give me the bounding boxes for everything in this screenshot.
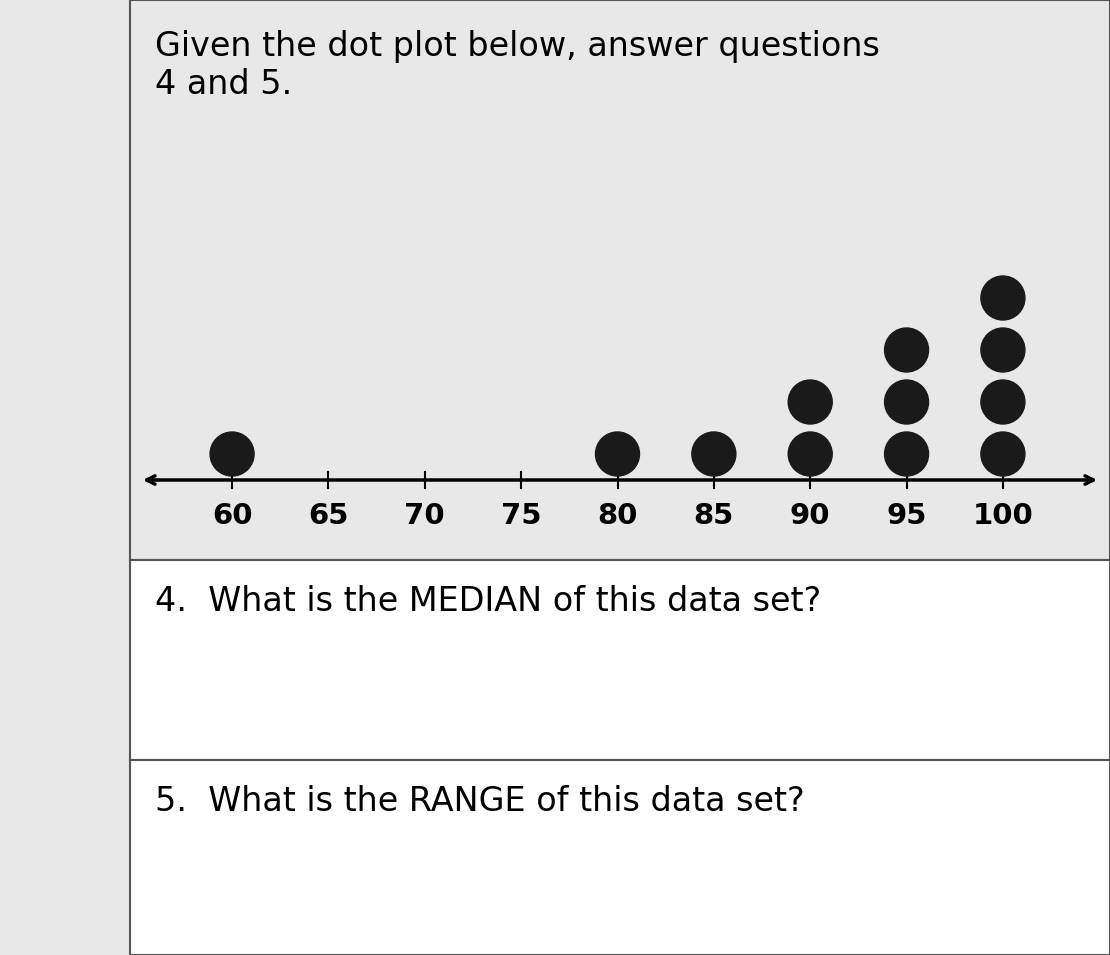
Text: 90: 90 bbox=[790, 502, 830, 530]
Text: 80: 80 bbox=[597, 502, 637, 530]
Text: 95: 95 bbox=[887, 502, 927, 530]
Circle shape bbox=[788, 380, 832, 424]
Text: 60: 60 bbox=[212, 502, 252, 530]
FancyBboxPatch shape bbox=[130, 560, 1110, 760]
FancyBboxPatch shape bbox=[130, 760, 1110, 955]
Circle shape bbox=[885, 380, 929, 424]
Text: 65: 65 bbox=[309, 502, 349, 530]
Circle shape bbox=[981, 328, 1025, 372]
Circle shape bbox=[885, 328, 929, 372]
Text: 70: 70 bbox=[404, 502, 445, 530]
Circle shape bbox=[210, 432, 254, 476]
Text: 4.  What is the MEDIAN of this data set?: 4. What is the MEDIAN of this data set? bbox=[155, 585, 821, 618]
Circle shape bbox=[981, 276, 1025, 320]
Text: 75: 75 bbox=[501, 502, 542, 530]
Text: 100: 100 bbox=[972, 502, 1033, 530]
Circle shape bbox=[692, 432, 736, 476]
Text: 5.  What is the RANGE of this data set?: 5. What is the RANGE of this data set? bbox=[155, 785, 805, 818]
Circle shape bbox=[885, 432, 929, 476]
FancyBboxPatch shape bbox=[130, 0, 1110, 560]
Circle shape bbox=[788, 432, 832, 476]
Circle shape bbox=[981, 432, 1025, 476]
Circle shape bbox=[981, 380, 1025, 424]
Text: 85: 85 bbox=[694, 502, 734, 530]
Text: Given the dot plot below, answer questions
4 and 5.: Given the dot plot below, answer questio… bbox=[155, 30, 880, 101]
Circle shape bbox=[595, 432, 639, 476]
